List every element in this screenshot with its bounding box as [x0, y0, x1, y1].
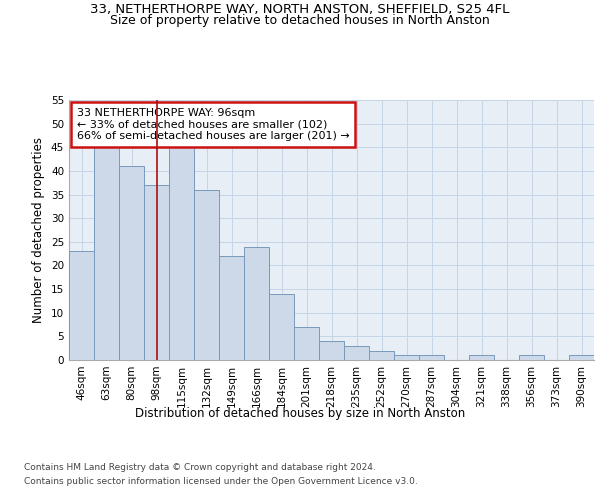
- Bar: [394, 356, 419, 360]
- Bar: [119, 166, 144, 360]
- Bar: [294, 327, 319, 360]
- Bar: [269, 294, 294, 360]
- Bar: [144, 185, 169, 360]
- Bar: [519, 356, 544, 360]
- Bar: [419, 356, 444, 360]
- Text: Size of property relative to detached houses in North Anston: Size of property relative to detached ho…: [110, 14, 490, 27]
- Bar: [369, 350, 394, 360]
- Text: 33, NETHERTHORPE WAY, NORTH ANSTON, SHEFFIELD, S25 4FL: 33, NETHERTHORPE WAY, NORTH ANSTON, SHEF…: [91, 2, 509, 16]
- Bar: [194, 190, 219, 360]
- Text: 33 NETHERTHORPE WAY: 96sqm
← 33% of detached houses are smaller (102)
66% of sem: 33 NETHERTHORPE WAY: 96sqm ← 33% of deta…: [77, 108, 350, 141]
- Bar: [319, 341, 344, 360]
- Bar: [69, 252, 94, 360]
- Text: Contains HM Land Registry data © Crown copyright and database right 2024.: Contains HM Land Registry data © Crown c…: [24, 462, 376, 471]
- Text: Distribution of detached houses by size in North Anston: Distribution of detached houses by size …: [135, 408, 465, 420]
- Bar: [169, 148, 194, 360]
- Text: Contains public sector information licensed under the Open Government Licence v3: Contains public sector information licen…: [24, 478, 418, 486]
- Bar: [344, 346, 369, 360]
- Bar: [94, 148, 119, 360]
- Bar: [219, 256, 244, 360]
- Bar: [244, 246, 269, 360]
- Bar: [469, 356, 494, 360]
- Y-axis label: Number of detached properties: Number of detached properties: [32, 137, 46, 323]
- Bar: [569, 356, 594, 360]
